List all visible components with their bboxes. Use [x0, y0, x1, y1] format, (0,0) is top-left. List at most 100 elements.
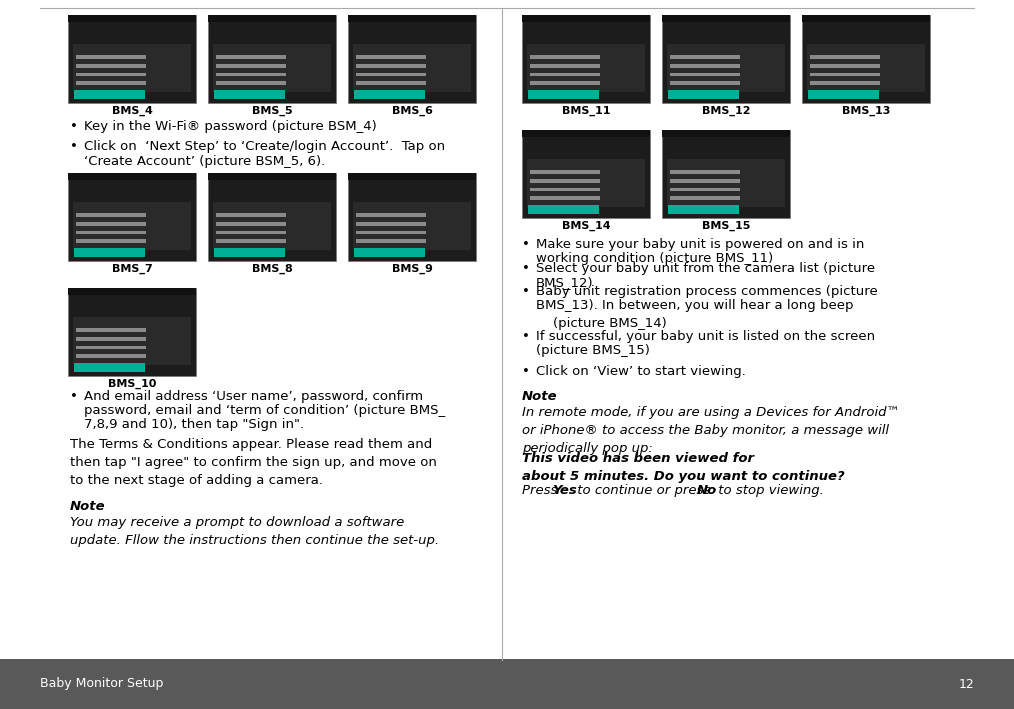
Text: •: • [522, 262, 530, 275]
Bar [73, 202, 191, 250]
Bar [355, 248, 425, 257]
Text: Note: Note [70, 500, 105, 513]
Bar [810, 72, 880, 77]
Text: BMS_4: BMS_4 [112, 106, 152, 116]
Bar [76, 345, 146, 350]
Bar [68, 15, 196, 22]
Text: BMS_13). In between, you will hear a long beep
    (picture BMS_14): BMS_13). In between, you will hear a lon… [536, 299, 854, 330]
Bar [68, 288, 196, 376]
Bar [808, 90, 879, 99]
Bar [667, 159, 785, 208]
Bar [0, 659, 1014, 709]
Bar [355, 90, 425, 99]
Bar [807, 44, 925, 92]
Bar [529, 82, 600, 85]
Text: ‘Create Account’ (picture BSM_5, 6).: ‘Create Account’ (picture BSM_5, 6). [84, 155, 325, 168]
Bar [529, 179, 600, 183]
Bar [213, 44, 331, 92]
Bar [356, 230, 426, 235]
Bar [522, 15, 650, 22]
Text: No: No [697, 484, 717, 497]
Bar [527, 44, 645, 92]
Text: BMS_8: BMS_8 [251, 264, 292, 274]
Bar [670, 82, 740, 85]
Bar [216, 64, 286, 68]
Text: password, email and ‘term of condition’ (picture BMS_: password, email and ‘term of condition’ … [84, 404, 445, 417]
Bar [68, 15, 196, 103]
Bar [208, 173, 336, 180]
Bar [74, 363, 145, 372]
Text: 12: 12 [958, 678, 974, 691]
Bar [216, 82, 286, 85]
Bar [670, 196, 740, 200]
Bar [208, 15, 336, 22]
Bar [529, 55, 600, 59]
Text: In remote mode, if you are using a Devices for Android™
or iPhone® to access the: In remote mode, if you are using a Devic… [522, 406, 899, 455]
Text: Make sure your baby unit is powered on and is in: Make sure your baby unit is powered on a… [536, 238, 865, 251]
Bar [76, 328, 146, 332]
Bar [356, 64, 426, 68]
Bar [68, 173, 196, 180]
Bar [76, 64, 146, 68]
Bar [348, 173, 476, 180]
Bar [348, 15, 476, 22]
Bar [522, 130, 650, 218]
Bar [76, 213, 146, 217]
Bar [527, 159, 645, 208]
Bar [670, 55, 740, 59]
Bar [529, 72, 600, 77]
Bar [356, 222, 426, 225]
Bar [670, 64, 740, 68]
Bar [802, 15, 930, 22]
Bar [214, 90, 285, 99]
Bar [668, 205, 739, 213]
Text: BMS_12): BMS_12) [536, 276, 593, 289]
Bar [73, 44, 191, 92]
Bar [73, 317, 191, 365]
Text: If successful, your baby unit is listed on the screen: If successful, your baby unit is listed … [536, 330, 875, 343]
Text: And email address ‘User name’, password, confirm: And email address ‘User name’, password,… [84, 390, 423, 403]
Bar [216, 230, 286, 235]
Text: •: • [522, 330, 530, 343]
Bar [356, 72, 426, 77]
Text: BMS_5: BMS_5 [251, 106, 292, 116]
Bar [76, 337, 146, 341]
Bar [216, 240, 286, 243]
Bar [662, 130, 790, 137]
Bar [810, 64, 880, 68]
Text: BMS_7: BMS_7 [112, 264, 152, 274]
Bar [667, 44, 785, 92]
Bar [76, 72, 146, 77]
Text: Click on ‘View’ to start viewing.: Click on ‘View’ to start viewing. [536, 365, 746, 378]
Text: 7,8,9 and 10), then tap "Sign in".: 7,8,9 and 10), then tap "Sign in". [84, 418, 304, 431]
Bar [810, 82, 880, 85]
Text: BMS_11: BMS_11 [562, 106, 610, 116]
Text: BMS_13: BMS_13 [842, 106, 890, 116]
Bar [216, 213, 286, 217]
Bar [528, 205, 599, 213]
Bar [76, 222, 146, 225]
Bar [76, 55, 146, 59]
Text: •: • [70, 390, 78, 403]
Text: BMS_15: BMS_15 [702, 221, 750, 231]
Text: to continue or press: to continue or press [573, 484, 715, 497]
Bar [356, 82, 426, 85]
Bar [348, 15, 476, 103]
Text: The Terms & Conditions appear. Please read them and
then tap "I agree" to confir: The Terms & Conditions appear. Please re… [70, 438, 437, 487]
Bar [208, 173, 336, 261]
Text: to stop viewing.: to stop viewing. [714, 484, 824, 497]
Bar [670, 188, 740, 191]
Text: •: • [70, 140, 78, 153]
Bar [356, 240, 426, 243]
Text: (picture BMS_15): (picture BMS_15) [536, 344, 650, 357]
Bar [76, 354, 146, 358]
Bar [670, 170, 740, 174]
Bar [76, 230, 146, 235]
Text: Key in the Wi-Fi® password (picture BSM_4): Key in the Wi-Fi® password (picture BSM_… [84, 120, 377, 133]
Bar [353, 44, 470, 92]
Bar [353, 202, 470, 250]
Bar [662, 15, 790, 103]
Text: working condition (picture BMS_11): working condition (picture BMS_11) [536, 252, 774, 265]
Text: •: • [522, 238, 530, 251]
Bar [668, 90, 739, 99]
